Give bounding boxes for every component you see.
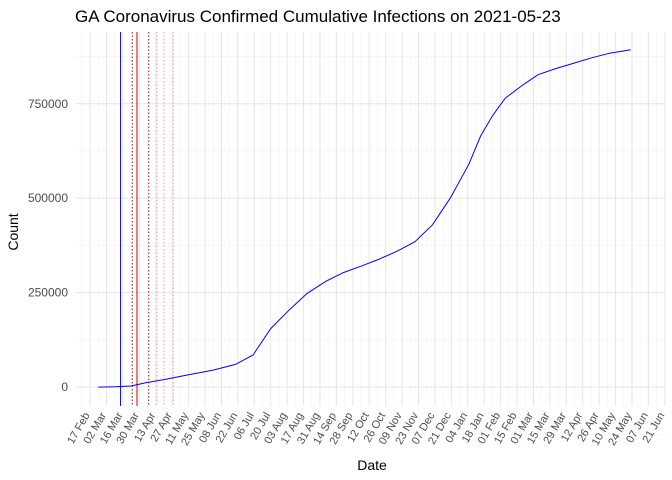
y-axis-title: Count bbox=[5, 213, 21, 250]
y-tick-label: 500000 bbox=[28, 191, 68, 205]
y-tick-label: 250000 bbox=[28, 286, 68, 300]
y-tick-label: 0 bbox=[61, 380, 68, 394]
grid-major bbox=[76, 32, 666, 406]
chart-title: GA Coronavirus Confirmed Cumulative Infe… bbox=[75, 7, 561, 26]
series-line bbox=[98, 49, 631, 388]
grid-minor bbox=[76, 32, 666, 435]
series-group bbox=[98, 49, 631, 388]
reference-lines bbox=[120, 32, 174, 406]
y-tick-label: 750000 bbox=[28, 97, 68, 111]
y-tick-labels: 0 250000 500000 750000 bbox=[28, 97, 68, 394]
x-axis-title: Date bbox=[357, 457, 387, 473]
